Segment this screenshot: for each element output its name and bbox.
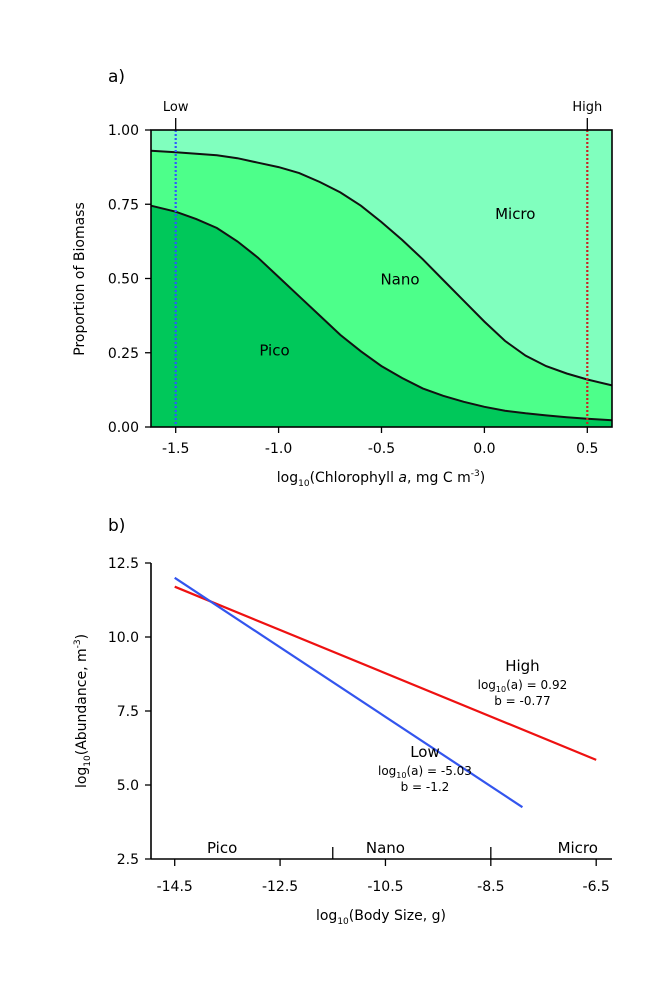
x-axis-label-sup: -3 [471, 469, 480, 479]
line-high [174, 585, 597, 761]
x-axis-label-sub: 10 [298, 479, 310, 489]
y-axis-label-end: ) [74, 634, 90, 639]
boundary-curves [150, 149, 613, 422]
marker-label-high: High [572, 100, 602, 115]
label-high: High [505, 657, 539, 675]
boundary-nano [150, 149, 613, 387]
x-tick-label: -12.5 [262, 879, 298, 895]
label-low: Low [410, 743, 440, 761]
area-pico [151, 205, 612, 427]
x-tick-label: -0.5 [368, 441, 395, 457]
annotation-a-high: log10(a) = 0.92 [478, 678, 568, 694]
x-axis-label-mid: (Chlorophyll [310, 470, 399, 486]
panel-a-label: a) [108, 67, 125, 87]
y-axis-label: log10(Abundance, m-3) [73, 634, 93, 788]
y-axis-label-log: log [74, 767, 90, 788]
x-tick-label: -6.5 [583, 879, 610, 895]
y-tick-label: 0.50 [108, 272, 139, 288]
annotation-b-high: b = -0.77 [494, 694, 550, 708]
x-tick-label: -1.5 [162, 441, 189, 457]
x-tick-label: 0.0 [473, 441, 495, 457]
x-axis-label-end: ) [480, 470, 485, 486]
line-low [174, 576, 524, 809]
x-tick-label: -1.0 [265, 441, 292, 457]
x-axis-label-italic: a [398, 470, 407, 486]
y-tick-label: 5.0 [117, 778, 139, 794]
panel-a: a) Low High -1.5 -1.0 -0.5 0.0 0.5 0.000.250.… [72, 67, 613, 489]
boundary-pico [150, 204, 613, 422]
x-axis-label-log: log [277, 470, 298, 486]
y-axis-label-sub: 10 [83, 755, 93, 767]
y-tick-label: 10.0 [108, 630, 139, 646]
size-class-micro: Micro [558, 839, 598, 857]
y-tick-label: 7.5 [117, 704, 139, 720]
area-label-pico: Pico [259, 342, 289, 360]
x-axis-ticks: -1.5 -1.0 -0.5 0.0 0.5 [162, 427, 598, 457]
area-nano [151, 150, 612, 421]
x-tick-label: 0.5 [576, 441, 598, 457]
x-axis-label-log: log [316, 908, 337, 924]
size-class-pico: Pico [207, 839, 237, 857]
y-axis-label-mid: (Abundance, m [74, 648, 90, 755]
y-tick-label: 0.00 [108, 420, 139, 436]
y-axis-label: Proportion of Biomass [72, 202, 88, 356]
area-label-micro: Micro [495, 205, 535, 223]
size-class-labels: Pico Nano Micro [207, 839, 598, 857]
y-axis-ticks: 0.00 0.25 0.50 0.75 1.00 [108, 123, 151, 436]
size-class-dividers [332, 847, 492, 859]
y-tick-label: 2.5 [117, 852, 139, 868]
area-micro [151, 130, 612, 386]
panel-b: b) -14.5 -12.5 -10.5 -8.5 -6.5 2.5 5.0 7.5 10.0… [73, 516, 612, 927]
y-tick-label: 1.00 [108, 123, 139, 139]
annotation-a-low: log10(a) = -5.03 [378, 764, 472, 780]
marker-label-low: Low [163, 100, 189, 115]
x-tick-label: -8.5 [477, 879, 504, 895]
x-tick-label: -14.5 [157, 879, 193, 895]
y-tick-label: 12.5 [108, 556, 139, 572]
regression-annotations: High log10(a) = 0.92b = -0.77 Low log10(a) … [378, 657, 567, 794]
y-axis-label-sup: -3 [73, 639, 83, 648]
chlorophyll-markers: Low High [163, 100, 602, 427]
x-axis-ticks: -14.5 -12.5 -10.5 -8.5 -6.5 [157, 859, 610, 895]
annotation-b-low: b = -1.2 [401, 780, 450, 794]
area-labels: Micro Nano Pico [259, 205, 535, 360]
x-axis-label-mid: (Body Size, g) [349, 908, 446, 924]
x-axis-label-sub: 10 [337, 917, 349, 927]
y-tick-label: 0.25 [108, 346, 139, 362]
regression-lines [174, 576, 597, 809]
x-axis-label-unit: , mg C m [407, 470, 471, 486]
x-tick-label: -10.5 [367, 879, 403, 895]
y-tick-label: 0.75 [108, 197, 139, 213]
panel-b-label: b) [108, 516, 125, 536]
x-axis-label: log10(Body Size, g) [316, 908, 446, 927]
y-axis-ticks: 2.5 5.0 7.5 10.0 12.5 [108, 556, 151, 868]
area-label-nano: Nano [380, 270, 419, 288]
area-layers [151, 130, 612, 427]
size-class-nano: Nano [366, 839, 405, 857]
x-axis-label: log10(Chlorophyll a, mg C m-3) [277, 469, 485, 489]
